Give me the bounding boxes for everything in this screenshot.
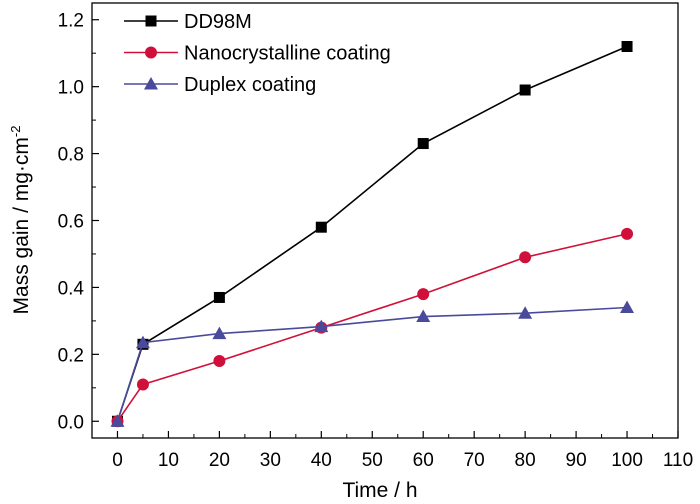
series-line (116, 306, 628, 422)
x-tick-label: 60 (413, 450, 434, 471)
data-point (135, 335, 150, 349)
series-line (116, 45, 628, 422)
legend-item: DD98M (124, 11, 252, 33)
data-point (136, 378, 149, 391)
data-point (417, 288, 430, 301)
y-tick-label: 0.2 (58, 345, 84, 366)
series-nanocrystalline-coating (111, 227, 634, 428)
series-duplex-coating (110, 300, 635, 427)
x-tick-label: 30 (260, 450, 281, 471)
data-point (518, 306, 533, 319)
data-point (417, 138, 429, 150)
x-tick-label: 10 (158, 450, 179, 471)
legend-marker (145, 46, 157, 59)
data-point (621, 41, 633, 52)
data-point (314, 319, 329, 333)
x-axis-ticks: 0 10 20 30 40 50 60 70 80 90 100 110 (112, 431, 693, 471)
data-point (621, 227, 634, 240)
series-dd98m (111, 41, 633, 427)
data-point (213, 291, 225, 303)
legend-item: Nanocrystalline coating (124, 43, 391, 65)
x-tick-label: 20 (209, 450, 230, 471)
data-point (213, 355, 226, 368)
data-point (212, 326, 227, 340)
y-tick-label: 0.6 (58, 212, 84, 233)
legend: DD98M Nanocrystalline coating Duplex coati… (124, 11, 391, 96)
x-tick-label: 100 (611, 450, 643, 471)
legend-label: Nanocrystalline coating (184, 43, 391, 65)
legend-label: DD98M (184, 11, 252, 33)
y-tick-label: 1.2 (58, 11, 84, 32)
x-tick-label: 80 (515, 450, 536, 471)
x-tick-label: 70 (464, 450, 485, 471)
y-axis-ticks: 0.0 0.2 0.4 0.6 0.8 1.0 1.2 (58, 11, 99, 433)
y-axis-title-superscript: -2 (8, 126, 23, 138)
legend-label: Duplex coating (184, 74, 316, 96)
data-point (110, 414, 125, 427)
x-tick-label: 40 (311, 450, 332, 471)
data-point (315, 221, 327, 233)
data-point (620, 300, 635, 313)
y-axis-title: Mass gain / mg·cm-2 (8, 126, 33, 315)
x-axis-title: Time / h (342, 479, 417, 502)
y-tick-label: 0.4 (58, 278, 85, 299)
x-tick-label: 90 (566, 450, 587, 471)
y-axis-title-main: Mass gain / mg·cm (10, 137, 33, 314)
data-point (519, 84, 531, 96)
data-point (416, 309, 431, 323)
x-tick-label: 50 (362, 450, 383, 471)
series-layer (110, 41, 635, 428)
data-point (519, 251, 532, 264)
y-tick-label: 0.0 (58, 412, 84, 433)
legend-item: Duplex coating (124, 74, 316, 96)
y-tick-label: 1.0 (58, 78, 84, 99)
legend-marker (145, 15, 157, 27)
y-tick-label: 0.8 (58, 145, 84, 166)
x-tick-label: 0 (112, 450, 123, 471)
legend-marker (144, 77, 158, 90)
series-line (116, 233, 628, 422)
x-tick-label: 110 (663, 450, 693, 471)
